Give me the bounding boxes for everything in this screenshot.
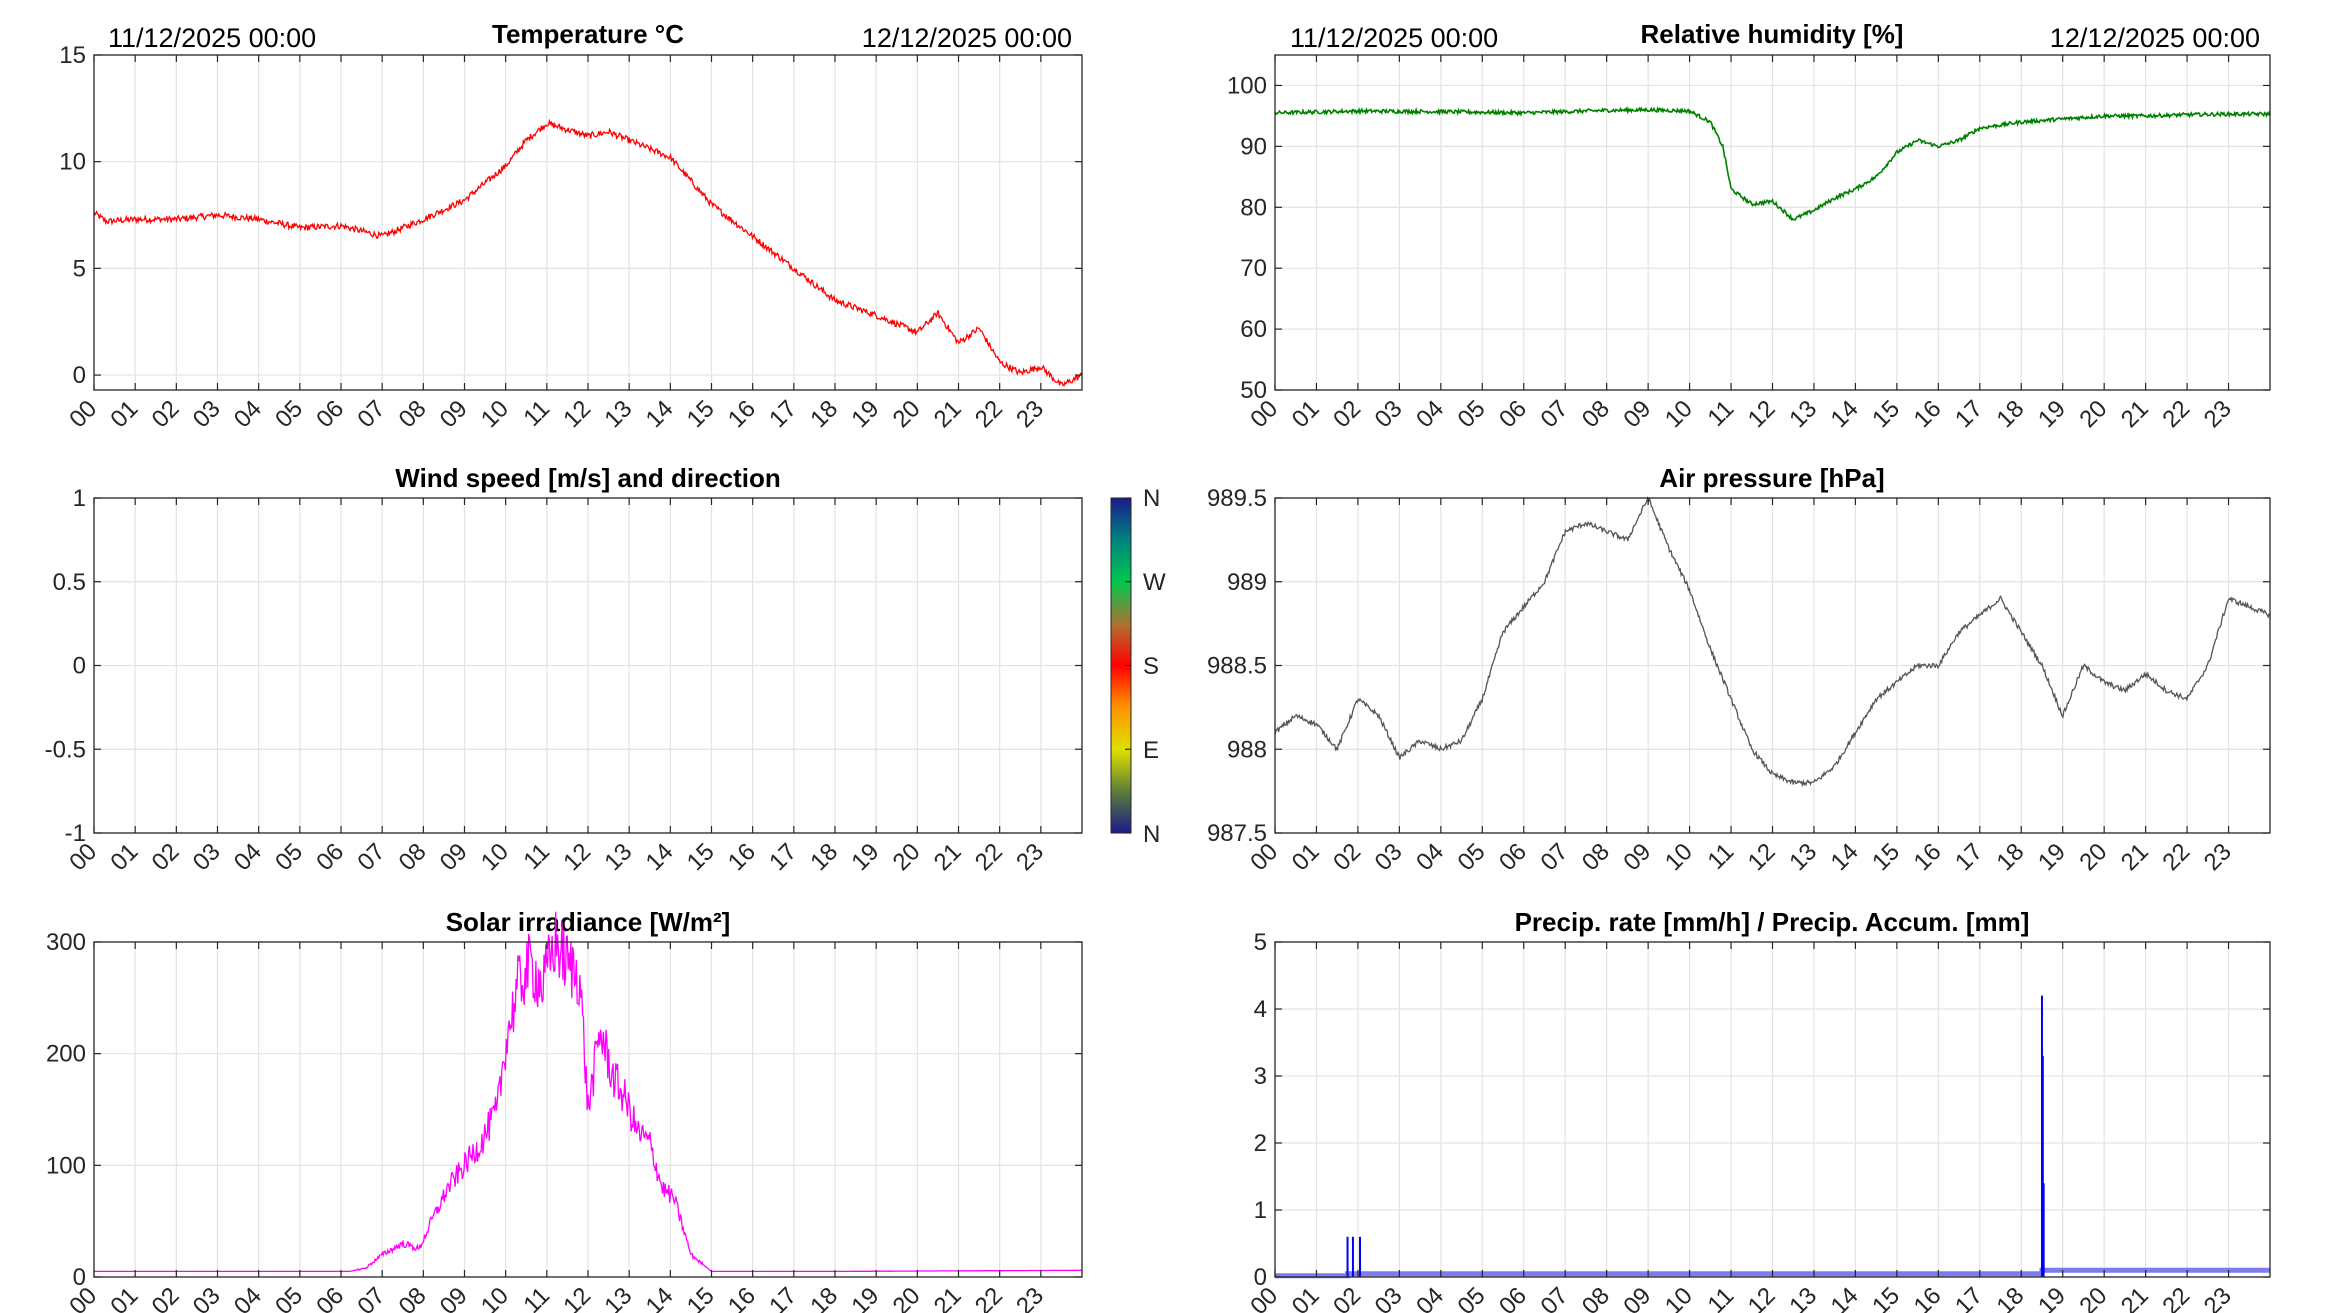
colorbar-label-north-top: N <box>1143 485 1160 512</box>
y-tick-label: 0 <box>73 1264 86 1291</box>
y-tick-label: 5 <box>73 255 86 282</box>
temperature-start-date: 11/12/2025 00:00 <box>108 23 316 53</box>
y-tick-label: 300 <box>46 929 86 956</box>
humidity-start-date: 11/12/2025 00:00 <box>1290 23 1498 53</box>
y-tick-label: 988.5 <box>1207 653 1267 680</box>
temperature-series-line <box>93 118 1083 387</box>
y-tick-label: 988 <box>1227 736 1267 763</box>
y-tick-label: 3 <box>1254 1063 1267 1090</box>
precip-accum-line <box>1275 1267 2270 1279</box>
humidity-title: Relative humidity [%] <box>1641 19 1904 49</box>
wind-title: Wind speed [m/s] and direction <box>395 463 780 493</box>
solar-chart: Solar irradiance [W/m²] 00 01 02 03 04 05 06 07… <box>46 907 1083 1313</box>
grid <box>94 54 1082 390</box>
y-tick-label: 5 <box>1254 929 1267 956</box>
y-tick-label: 60 <box>1240 316 1267 343</box>
humidity-data <box>1274 105 2271 222</box>
colorbar-label-north-bottom: N <box>1143 821 1160 848</box>
pressure-title: Air pressure [hPa] <box>1659 463 1884 493</box>
y-tick-label: 100 <box>1227 72 1267 99</box>
y-tick-label: 989 <box>1227 569 1267 596</box>
colorbar-label-east: E <box>1143 737 1159 764</box>
temperature-end-date: 12/12/2025 00:00 <box>862 23 1072 53</box>
temperature-chart: Temperature °C 11/12/2025 00:00 12/12/20… <box>59 19 1083 433</box>
y-tick-label: 4 <box>1254 996 1267 1023</box>
y-tick-label: -0.5 <box>45 736 86 763</box>
pressure-chart: Air pressure [hPa] 00 01 02 03 04 05 06 07 08 09 1… <box>1207 463 2271 876</box>
precip-data <box>1275 995 2270 1279</box>
precip-chart: Precip. rate [mm/h] / Precip. Accum. [mm… <box>1245 907 2271 1313</box>
y-tick-label: 70 <box>1240 255 1267 282</box>
y-tick-label: 50 <box>1240 377 1267 404</box>
y-tick-label: 0 <box>73 362 86 389</box>
y-tick-label: 10 <box>59 149 86 176</box>
grid <box>94 941 1082 1278</box>
y-tick-label: 1 <box>73 485 86 512</box>
y-tick-label: -1 <box>65 820 86 847</box>
temperature-data <box>93 118 1083 387</box>
y-tick-label: 989.5 <box>1207 485 1267 512</box>
y-tick-label: 0.5 <box>53 569 86 596</box>
pressure-series-line <box>1274 495 2271 788</box>
humidity-chart: Relative humidity [%] 11/12/2025 00:00 1… <box>1227 19 2271 433</box>
humidity-series-line <box>1274 105 2271 222</box>
wind-direction-colorbar: N W S E N <box>1110 485 1166 848</box>
colorbar-label-south: S <box>1143 653 1159 680</box>
y-tick-label: 0 <box>1254 1264 1267 1291</box>
y-tick-label: 987.5 <box>1207 820 1267 847</box>
y-tick-label: 90 <box>1240 133 1267 160</box>
y-tick-label: 1 <box>1254 1197 1267 1224</box>
temperature-title: Temperature °C <box>492 19 684 49</box>
y-tick-label: 80 <box>1240 194 1267 221</box>
y-tick-label: 0 <box>73 653 86 680</box>
y-tick-label: 100 <box>46 1152 86 1179</box>
y-tick-label: 15 <box>59 42 86 69</box>
wind-chart: Wind speed [m/s] and direction 00 01 02 03 0… <box>45 463 1083 876</box>
colorbar-label-west: W <box>1143 569 1166 596</box>
humidity-end-date: 12/12/2025 00:00 <box>2050 23 2260 53</box>
y-tick-label: 2 <box>1254 1130 1267 1157</box>
y-tick-label: 200 <box>46 1041 86 1068</box>
pressure-data <box>1274 495 2271 788</box>
precip-title: Precip. rate [mm/h] / Precip. Accum. [mm… <box>1515 907 2030 937</box>
solar-title: Solar irradiance [W/m²] <box>446 907 731 937</box>
